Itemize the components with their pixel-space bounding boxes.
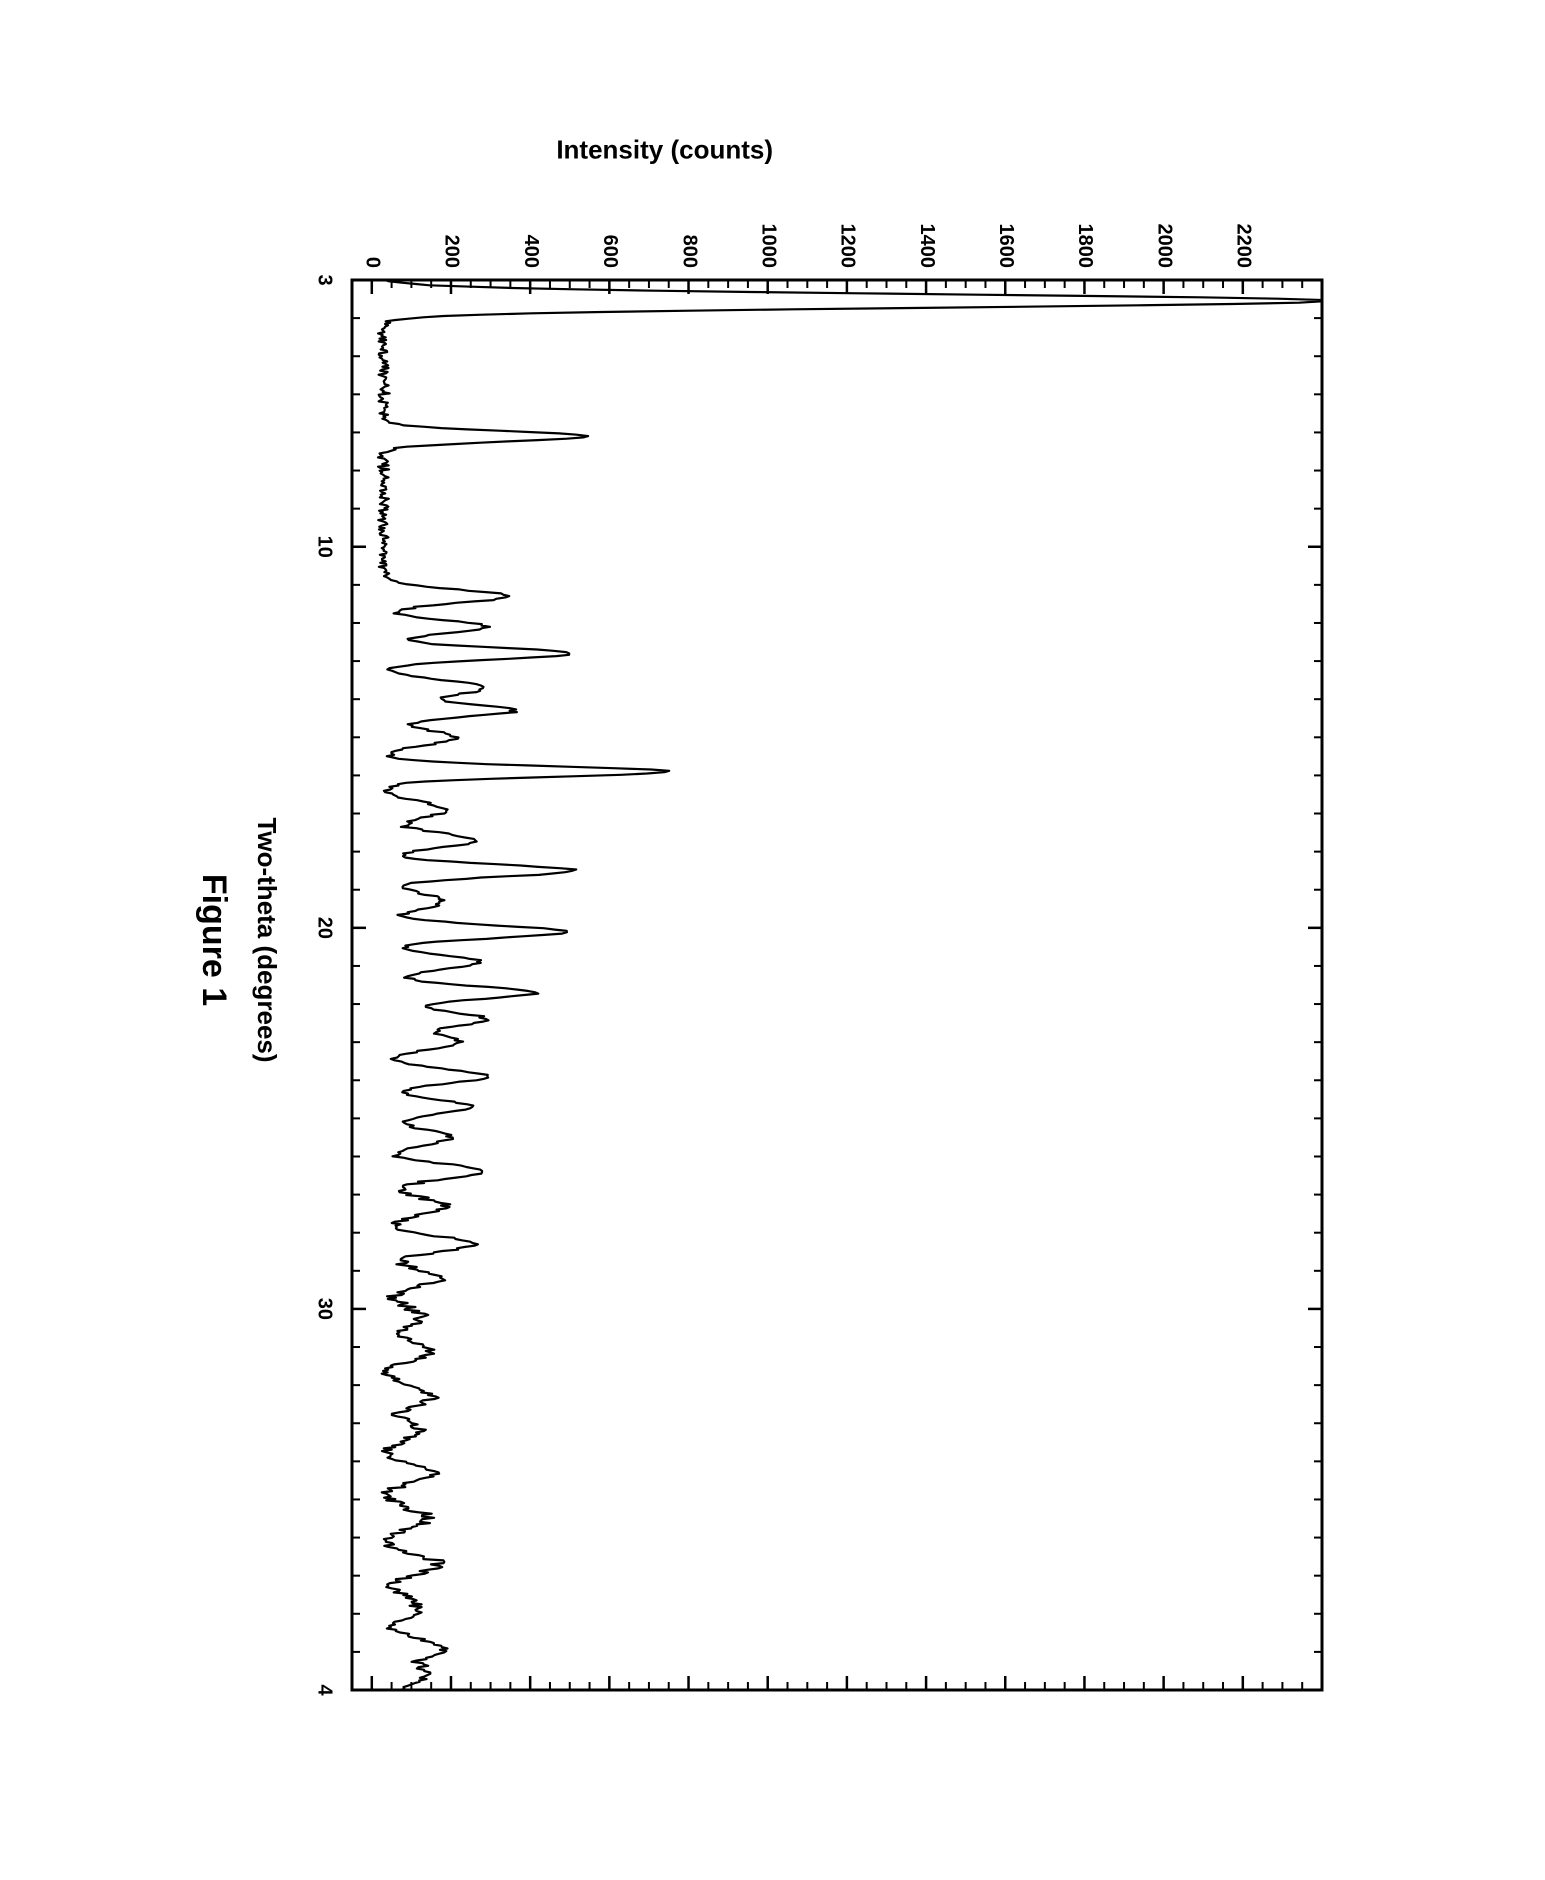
page: Intensity (counts) 310203040200400600800… (0, 0, 1545, 1880)
xrd-chart: 3102030402004006008001000120014001600180… (292, 160, 1352, 1720)
svg-text:400: 400 (519, 235, 541, 268)
y-axis-label: Intensity (counts) (556, 135, 773, 166)
svg-text:3: 3 (313, 274, 335, 285)
svg-text:2200: 2200 (1232, 224, 1254, 269)
svg-text:1200: 1200 (836, 224, 858, 269)
chart-wrap: Intensity (counts) 310203040200400600800… (194, 160, 1352, 1720)
svg-text:200: 200 (440, 235, 462, 268)
svg-text:0: 0 (361, 257, 383, 268)
rotated-container: Intensity (counts) 310203040200400600800… (194, 160, 1352, 1720)
svg-text:20: 20 (313, 917, 335, 939)
svg-text:4: 4 (313, 1684, 335, 1696)
svg-text:1400: 1400 (915, 224, 937, 269)
svg-text:600: 600 (599, 235, 621, 268)
svg-text:30: 30 (313, 1298, 335, 1320)
svg-text:800: 800 (678, 235, 700, 268)
x-axis-label: Two-theta (degrees) (251, 160, 282, 1720)
svg-text:2000: 2000 (1153, 224, 1175, 269)
svg-text:1000: 1000 (757, 224, 779, 269)
svg-text:10: 10 (313, 536, 335, 558)
svg-text:1600: 1600 (994, 224, 1016, 269)
figure-title: Figure 1 (194, 160, 233, 1720)
svg-text:1800: 1800 (1074, 224, 1096, 269)
